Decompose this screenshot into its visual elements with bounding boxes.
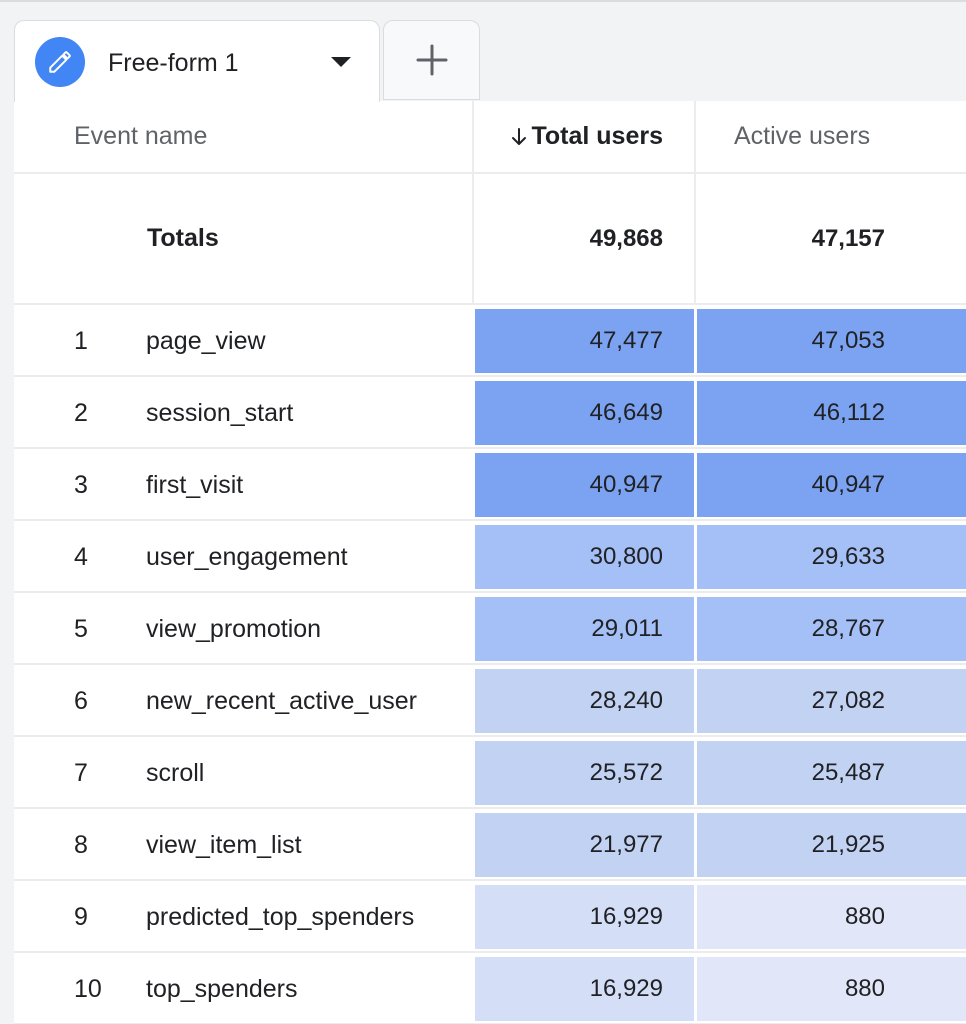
column-header-label: Active users — [734, 122, 871, 150]
total-users-cell: 25,572 — [475, 741, 694, 805]
active-users-cell: 880 — [697, 885, 966, 949]
table-row[interactable]: 5 view_promotion 29,011 28,767 — [14, 593, 966, 665]
table-row[interactable]: 4 user_engagement 30,800 29,633 — [14, 521, 966, 593]
event-name[interactable]: new_recent_active_user — [146, 687, 417, 715]
table-row[interactable]: 9 predicted_top_spenders 16,929 880 — [14, 881, 966, 953]
total-users-cell: 46,649 — [475, 381, 694, 445]
event-name[interactable]: predicted_top_spenders — [146, 903, 415, 931]
tab-label: Free-form 1 — [108, 49, 239, 77]
row-index: 2 — [74, 399, 88, 427]
totals-label: Totals — [147, 224, 219, 252]
event-name[interactable]: top_spenders — [146, 975, 298, 1003]
column-header-event-name[interactable]: Event name — [14, 101, 474, 172]
total-users-cell: 28,240 — [475, 669, 694, 733]
total-users-cell: 16,929 — [475, 885, 694, 949]
table-row[interactable]: 6 new_recent_active_user 28,240 27,082 — [14, 665, 966, 737]
events-table: Event name Total users Active users Tota… — [14, 101, 966, 1024]
row-index: 3 — [74, 471, 88, 499]
event-name[interactable]: view_promotion — [146, 615, 322, 643]
table-header: Event name Total users Active users — [14, 101, 966, 174]
add-tab-button[interactable] — [383, 20, 480, 100]
pencil-icon[interactable] — [35, 37, 85, 87]
row-index: 10 — [74, 975, 102, 1003]
top-divider — [0, 0, 966, 2]
row-index: 8 — [74, 831, 88, 859]
active-users-cell: 40,947 — [697, 453, 966, 517]
column-header-total-users[interactable]: Total users — [474, 101, 696, 172]
event-name[interactable]: page_view — [146, 327, 266, 355]
column-header-label: Total users — [531, 122, 663, 150]
active-users-cell: 46,112 — [697, 381, 966, 445]
row-index: 5 — [74, 615, 88, 643]
event-name[interactable]: user_engagement — [146, 543, 348, 571]
event-name[interactable]: scroll — [146, 759, 205, 787]
row-index: 7 — [74, 759, 88, 787]
event-name[interactable]: first_visit — [146, 471, 244, 499]
total-users-cell: 21,977 — [475, 813, 694, 877]
totals-row: Totals 49,868 47,157 — [14, 174, 966, 305]
row-index: 9 — [74, 903, 88, 931]
table-row[interactable]: 1 page_view 47,477 47,053 — [14, 305, 966, 377]
plus-icon — [416, 44, 447, 76]
total-users-cell: 47,477 — [475, 309, 694, 373]
totals-active-users: 47,157 — [811, 224, 885, 252]
tab-free-form-1[interactable]: Free-form 1 — [14, 20, 380, 102]
total-users-cell: 30,800 — [475, 525, 694, 589]
row-index: 6 — [74, 687, 88, 715]
totals-total-users: 49,868 — [589, 224, 663, 252]
active-users-cell: 27,082 — [697, 669, 966, 733]
column-header-label: Event name — [74, 122, 208, 150]
row-index: 4 — [74, 543, 88, 571]
arrow-down-icon — [512, 127, 527, 145]
row-index: 1 — [74, 327, 88, 355]
table-row[interactable]: 7 scroll 25,572 25,487 — [14, 737, 966, 809]
event-name[interactable]: view_item_list — [146, 831, 302, 859]
total-users-cell: 29,011 — [475, 597, 694, 661]
column-header-active-users[interactable]: Active users — [696, 101, 966, 172]
active-users-cell: 25,487 — [697, 741, 966, 805]
table-row[interactable]: 10 top_spenders 16,929 880 — [14, 953, 966, 1024]
active-users-cell: 28,767 — [697, 597, 966, 661]
table-row[interactable]: 8 view_item_list 21,977 21,925 — [14, 809, 966, 881]
total-users-cell: 40,947 — [475, 453, 694, 517]
event-name[interactable]: session_start — [146, 399, 294, 427]
total-users-cell: 16,929 — [475, 957, 694, 1021]
active-users-cell: 880 — [697, 957, 966, 1021]
chevron-down-icon[interactable] — [331, 57, 351, 67]
table-row[interactable]: 3 first_visit 40,947 40,947 — [14, 449, 966, 521]
active-users-cell: 29,633 — [697, 525, 966, 589]
table-row[interactable]: 2 session_start 46,649 46,112 — [14, 377, 966, 449]
active-users-cell: 47,053 — [697, 309, 966, 373]
active-users-cell: 21,925 — [697, 813, 966, 877]
